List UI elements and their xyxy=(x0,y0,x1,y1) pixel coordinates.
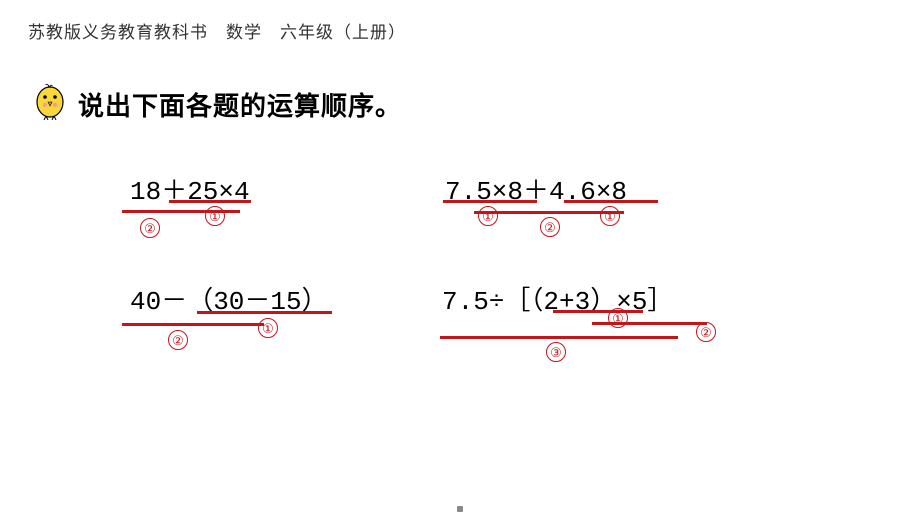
page-header: 苏教版义务教育教科书 数学 六年级（上册） xyxy=(28,18,406,43)
order-marker: ② xyxy=(168,330,188,350)
order-marker: ② xyxy=(696,322,716,342)
instruction-title: 说出下面各题的运算顺序。 xyxy=(78,86,402,123)
order-marker: ① xyxy=(600,206,620,226)
order-marker: ① xyxy=(258,318,278,338)
order-marker: ① xyxy=(205,206,225,226)
problem-2-underline xyxy=(564,200,658,203)
order-marker: ② xyxy=(540,217,560,237)
problem-2-underline xyxy=(443,200,537,203)
problem-3-underline xyxy=(122,323,264,326)
problem-4-underline xyxy=(553,310,643,313)
problem-1-underline xyxy=(169,200,251,203)
order-marker: ① xyxy=(608,308,628,328)
order-marker: ③ xyxy=(546,342,566,362)
order-marker: ① xyxy=(478,206,498,226)
chick-icon xyxy=(32,80,68,125)
order-marker: ② xyxy=(140,218,160,238)
problem-4-underline xyxy=(440,336,678,339)
problem-3-underline xyxy=(197,311,332,314)
page-indicator xyxy=(457,506,463,512)
